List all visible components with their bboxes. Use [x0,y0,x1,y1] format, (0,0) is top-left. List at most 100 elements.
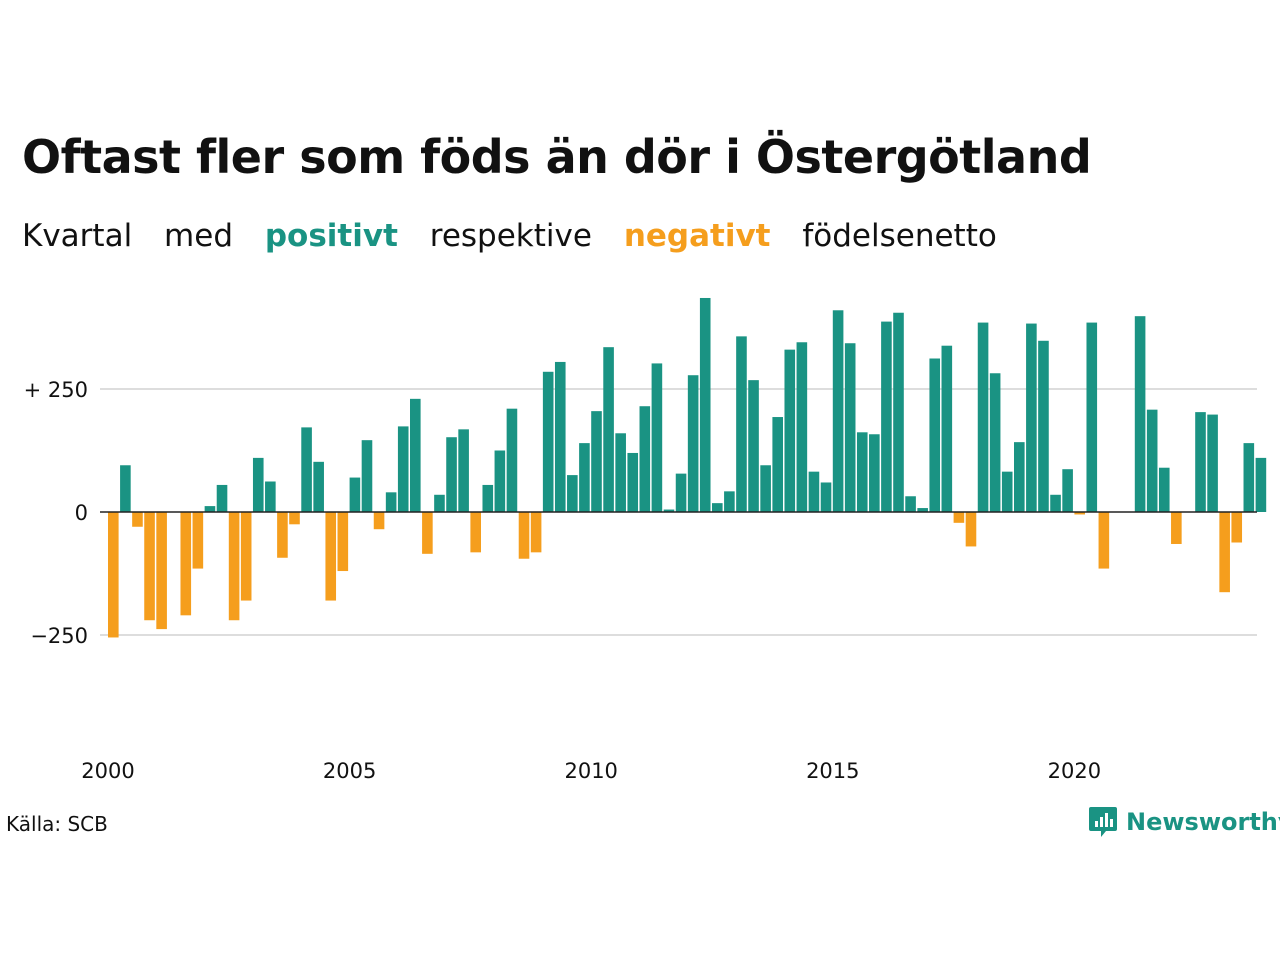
bar [893,312,904,512]
bar [760,465,771,512]
bar [252,457,264,512]
bar [651,363,663,512]
brand-name: Newsworthy [1126,808,1280,836]
bar [579,443,590,512]
bar [820,482,832,512]
x-tick-label: 2015 [806,759,859,783]
legend-negative: negativt [623,218,771,254]
y-tick-label: + 250 [24,378,88,402]
bar [361,440,373,512]
bar [277,512,288,558]
bar [965,512,977,547]
bar [675,473,687,512]
chart-subtitle: Kvartal med positivt respektive negativt… [22,218,1019,254]
bar [410,398,421,512]
bar [1074,512,1085,515]
bar [530,512,542,553]
bar [1146,409,1158,512]
bar [458,429,469,512]
subtitle-word: respektive [429,218,592,254]
bar [156,512,167,630]
bar [941,345,953,512]
bar [1062,469,1073,512]
bar [1243,443,1255,512]
bar [687,375,699,512]
bar [265,481,276,512]
bar [554,361,566,512]
y-tick-label: 0 [75,501,88,525]
bar [542,371,554,512]
subtitle-word: med [164,218,233,254]
x-tick-label: 2005 [323,759,376,783]
bar [1231,512,1243,543]
bar [772,417,783,512]
bar [724,491,735,512]
bar [240,512,252,601]
bar [289,512,300,525]
bar [1255,457,1267,512]
subtitle-word: Kvartal [22,218,133,254]
bar [699,297,711,512]
bar [337,512,349,572]
bar [397,426,409,512]
bar [373,512,385,530]
bar [434,494,445,512]
bar [929,358,941,512]
bar [494,450,506,512]
bar [869,434,880,512]
brand-logo[interactable]: Newsworthy [1088,805,1280,839]
bar [1038,340,1049,512]
bar [905,496,916,512]
x-tick-label: 2010 [564,759,617,783]
legend-positive: positivt [264,218,398,254]
bar [313,461,324,512]
bar [132,512,143,527]
bar [422,512,433,554]
bar [301,427,312,512]
source-note: Källa: SCB [6,812,108,836]
bar [712,503,723,512]
bar [844,343,856,512]
bar [216,484,228,512]
bar [518,512,530,559]
bar [989,373,1001,512]
bar [953,512,965,523]
bar [639,406,651,512]
chart-title: Oftast fler som föds än dör i Östergötla… [22,130,1092,184]
bar [180,512,192,616]
bar [506,408,518,512]
bar [1134,316,1146,512]
bar [1050,494,1061,512]
bar [192,512,204,569]
bar [1207,414,1218,512]
bar [1171,512,1182,544]
bar [1219,512,1230,593]
bar [567,475,578,512]
bar [856,432,868,512]
bar [1001,471,1013,512]
bar [808,471,820,512]
bar [108,512,119,638]
bar [748,380,759,512]
bar [1014,442,1025,512]
bar [120,465,131,512]
bar [615,433,626,512]
bar [977,322,989,512]
bar [832,310,844,512]
subtitle-word: födelsenetto [802,218,997,254]
bar [1086,322,1098,512]
bar [736,336,747,512]
bar [1158,467,1170,512]
bar [349,477,361,512]
bar [627,452,639,512]
bar [470,512,481,553]
bar [446,437,457,512]
bar [1098,512,1110,569]
x-tick-label: 2020 [1048,759,1101,783]
bar [385,492,397,512]
bar [917,508,928,512]
bar [663,509,675,512]
bar [603,347,614,512]
bar [204,506,216,512]
